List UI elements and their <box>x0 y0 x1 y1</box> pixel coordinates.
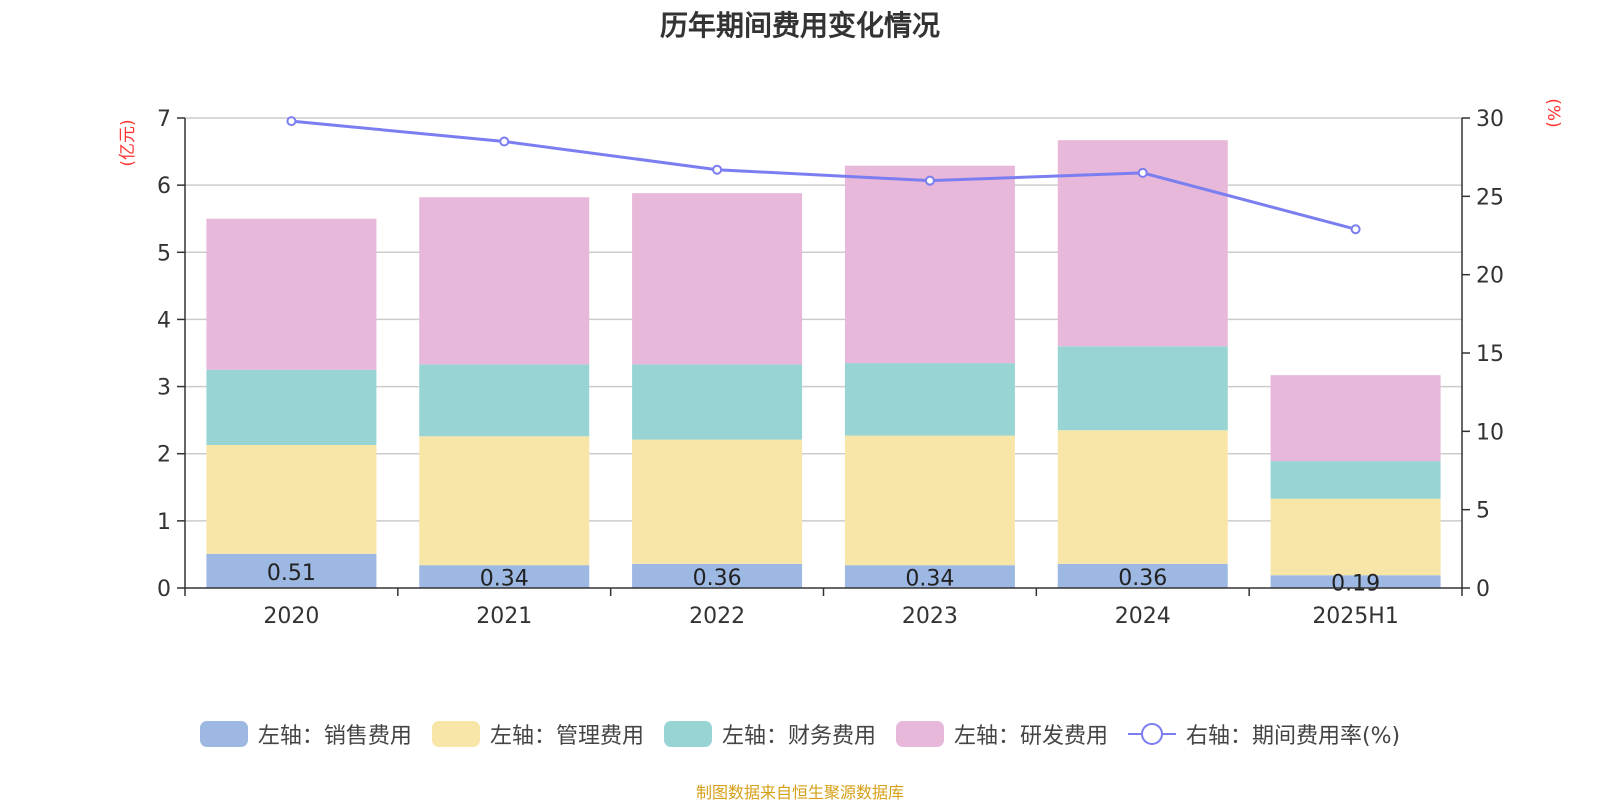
bar-segment <box>1270 461 1441 499</box>
bar-segment <box>632 193 803 365</box>
bar-data-label: 0.51 <box>267 561 316 586</box>
bar-data-label: 0.36 <box>693 566 742 591</box>
bar-segment <box>1057 346 1228 431</box>
legend-label-finance: 左轴：财务费用 <box>721 724 876 749</box>
bar-segment <box>206 444 377 554</box>
chart-svg: 01234567051015202530(亿元)(%)0.5120200.342… <box>118 98 1563 629</box>
left-axis-tick-label: 2 <box>157 443 171 468</box>
bar-segment <box>1270 575 1441 588</box>
right-axis-unit-label: (%) <box>1543 98 1563 127</box>
expense-rate-point <box>499 136 510 147</box>
right-axis-tick-label: 0 <box>1476 577 1490 602</box>
chart-title: 历年期间费用变化情况 <box>659 9 940 42</box>
expense-rate-point <box>1137 167 1148 178</box>
bar-segment <box>1270 498 1441 576</box>
legend-swatch-finance <box>663 721 712 747</box>
bar-segment <box>206 553 377 588</box>
legend-swatch-rnd <box>895 721 944 747</box>
right-axis-tick-label: 30 <box>1476 107 1504 132</box>
bar-segment <box>844 565 1015 588</box>
source-note: 制图数据来自恒生聚源数据库 <box>695 783 904 802</box>
legend-swatch-admin <box>431 721 480 747</box>
left-axis-tick-label: 7 <box>157 107 171 132</box>
bar-segment <box>419 436 590 566</box>
right-axis-tick-label: 15 <box>1476 342 1504 367</box>
expense-rate-point <box>286 116 297 127</box>
bar-segment <box>206 369 377 445</box>
left-axis-tick-label: 3 <box>157 376 171 401</box>
right-axis-tick-label: 20 <box>1476 264 1504 289</box>
x-axis-tick-label: 2022 <box>689 604 745 629</box>
legend-item-rnd[interactable]: 左轴：研发费用 <box>895 718 1108 750</box>
bar-segment <box>1270 375 1441 462</box>
legend: 左轴：销售费用 左轴：管理费用 左轴：财务费用 左轴：研发费用 右轴：期间费用率… <box>0 718 1600 750</box>
legend-swatch-sales <box>199 721 248 747</box>
expense-rate-line <box>291 119 1356 231</box>
bar-segment <box>844 165 1015 364</box>
right-axis-tick-label: 5 <box>1476 499 1490 524</box>
left-axis-tick-label: 4 <box>157 308 171 333</box>
left-axis-tick-label: 5 <box>157 241 171 266</box>
expense-rate-point <box>712 164 723 175</box>
x-axis-tick-label: 2025H1 <box>1312 604 1399 629</box>
x-axis-tick-label: 2020 <box>263 604 319 629</box>
bar-segment <box>632 563 803 588</box>
bar-data-label: 0.19 <box>1331 572 1380 597</box>
bar-data-label: 0.36 <box>1118 566 1167 591</box>
bar-segment <box>632 364 803 440</box>
bar-segment <box>419 364 590 437</box>
legend-label-sales: 左轴：销售费用 <box>257 724 412 749</box>
x-axis-tick-label: 2021 <box>476 604 532 629</box>
legend-label-rnd: 左轴：研发费用 <box>953 724 1108 749</box>
bar-segment <box>1057 430 1228 564</box>
legend-label-admin: 左轴：管理费用 <box>489 724 644 749</box>
right-axis-tick-label: 25 <box>1476 185 1504 210</box>
left-axis-tick-label: 1 <box>157 510 171 535</box>
expense-rate-point <box>1350 224 1361 235</box>
expense-rate-point <box>924 175 935 186</box>
legend-item-finance[interactable]: 左轴：财务费用 <box>663 718 876 750</box>
bar-segment <box>419 565 590 588</box>
legend-item-sales[interactable]: 左轴：销售费用 <box>199 718 412 750</box>
left-axis-tick-label: 6 <box>157 174 171 199</box>
legend-item-expense-rate[interactable]: 右轴：期间费用率(%) <box>1127 718 1401 750</box>
bar-segment <box>632 439 803 564</box>
legend-line-marker-icon <box>1127 723 1176 745</box>
x-axis-tick-label: 2024 <box>1115 604 1171 629</box>
legend-item-admin[interactable]: 左轴：管理费用 <box>431 718 644 750</box>
left-axis-tick-label: 0 <box>157 577 171 602</box>
bar-segment <box>844 435 1015 566</box>
bar-segment <box>1057 563 1228 588</box>
right-axis-tick-label: 10 <box>1476 420 1504 445</box>
x-axis-tick-label: 2023 <box>902 604 958 629</box>
left-axis-unit-label: (亿元) <box>118 119 138 166</box>
legend-label-expense-rate: 右轴：期间费用率(%) <box>1185 724 1401 749</box>
bar-segment <box>419 197 590 365</box>
bar-segment <box>206 218 377 370</box>
bar-segment <box>844 363 1015 436</box>
